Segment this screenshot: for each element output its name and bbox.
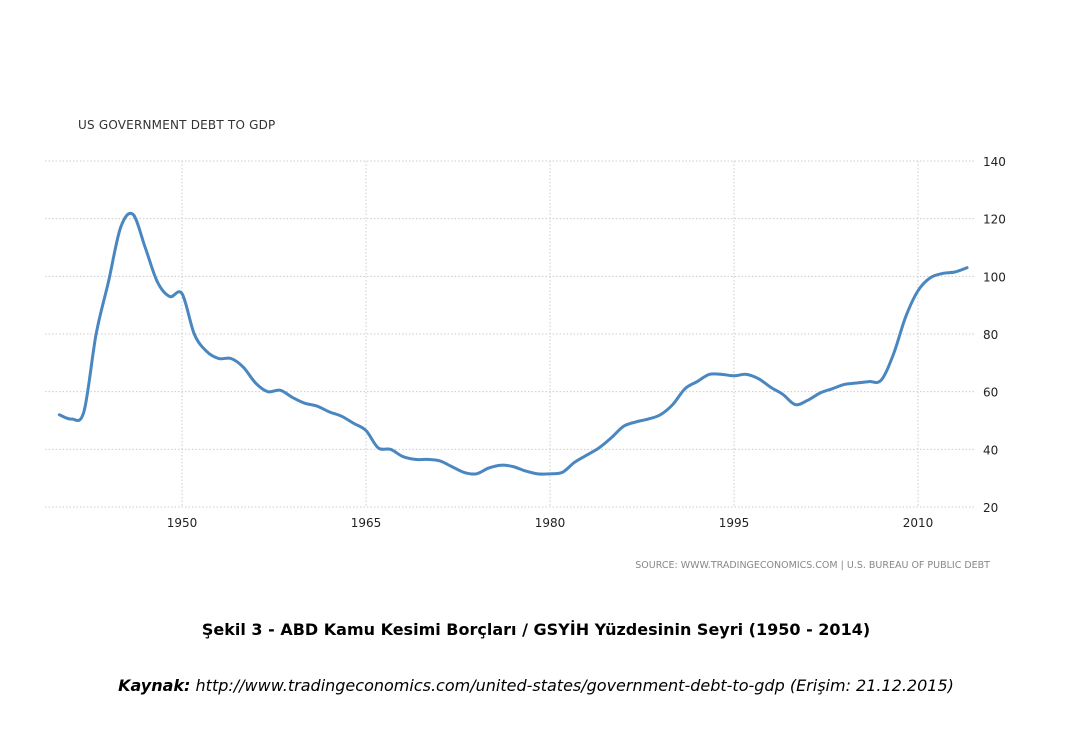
y-tick-label: 60 — [983, 386, 998, 400]
series-line — [57, 211, 969, 476]
y-tick-label: 100 — [983, 270, 1006, 284]
grid — [45, 160, 975, 508]
chart-title: US GOVERNMENT DEBT TO GDP — [78, 118, 276, 132]
x-tick-label: 2010 — [903, 516, 934, 530]
figure-caption: Şekil 3 - ABD Kamu Kesimi Borçları / GSY… — [201, 620, 871, 639]
chart-source: SOURCE: WWW.TRADINGECONOMICS.COM | U.S. … — [635, 560, 990, 571]
axis-ticks: 20 40 60 80 100 120 140 1950 1965 1980 1995 2010 — [167, 155, 1006, 530]
source-url: http://www.tradingeconomics.com/united-s… — [190, 676, 954, 695]
x-tick-label: 1965 — [351, 516, 382, 530]
x-tick-label: 1950 — [167, 516, 198, 530]
y-tick-label: 140 — [983, 155, 1006, 169]
x-tick-label: 1980 — [535, 516, 566, 530]
y-tick-label: 120 — [983, 213, 1006, 227]
figure-source: Kaynak: http://www.tradingeconomics.com/… — [0, 676, 1072, 695]
y-tick-label: 80 — [983, 328, 998, 342]
source-label: Kaynak: — [118, 676, 191, 695]
x-tick-label: 1995 — [719, 516, 750, 530]
debt-to-gdp-chart: 20 40 60 80 100 120 140 1950 1965 1980 1995 2010 SO… — [45, 155, 1006, 571]
y-tick-label: 20 — [983, 501, 998, 515]
y-tick-label: 40 — [983, 443, 998, 457]
